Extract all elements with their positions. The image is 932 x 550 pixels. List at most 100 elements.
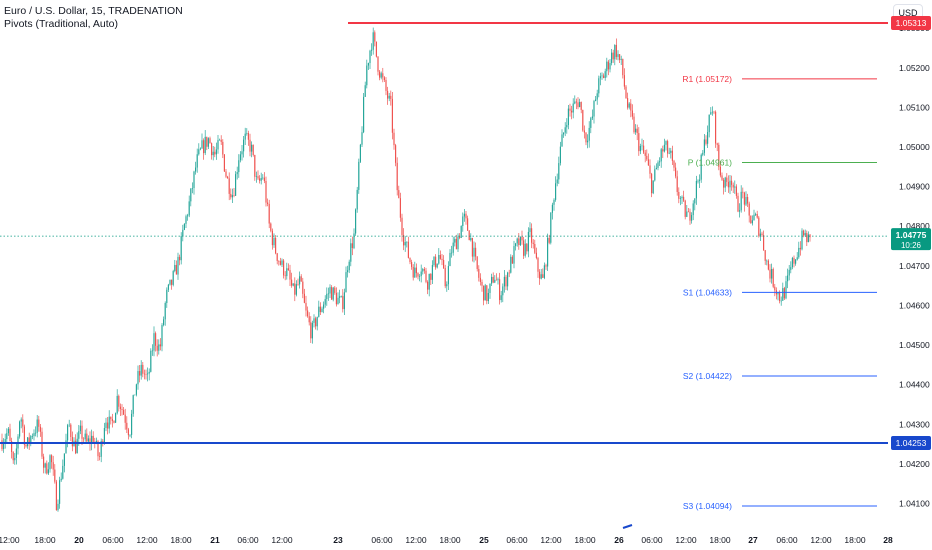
candle — [563, 132, 565, 138]
candle — [364, 81, 366, 97]
candle — [203, 138, 205, 160]
candle-body — [532, 242, 534, 245]
candle-body — [158, 344, 160, 351]
candle-body — [211, 143, 213, 156]
candle-body — [337, 297, 339, 305]
candle-body — [350, 243, 352, 262]
indicator-label[interactable]: Pivots (Traditional, Auto) — [4, 18, 118, 30]
candle — [124, 408, 126, 430]
candle — [766, 259, 768, 266]
candle-body — [739, 210, 741, 212]
candle — [305, 295, 307, 317]
candle-body — [12, 451, 14, 461]
candle-body — [23, 426, 25, 445]
candle-body — [684, 200, 686, 217]
price-tick-label: 1.05000 — [899, 142, 930, 152]
candle-body — [159, 344, 161, 347]
candle — [356, 186, 358, 213]
candle-body — [745, 196, 747, 205]
candle-body — [572, 103, 574, 113]
candle — [231, 188, 233, 203]
candle-body — [803, 230, 805, 236]
candle — [617, 50, 619, 61]
candle — [209, 136, 211, 144]
candle-body — [107, 422, 109, 429]
candle — [649, 159, 651, 179]
candle-body — [33, 433, 35, 437]
candle — [508, 269, 510, 278]
candle — [441, 254, 443, 266]
candle — [687, 208, 689, 213]
candle-body — [747, 196, 749, 204]
candle-body — [553, 199, 555, 205]
candle-body — [403, 234, 405, 246]
candle-body — [588, 127, 590, 141]
candle — [244, 127, 246, 146]
candle — [246, 128, 248, 136]
candle-body — [60, 478, 62, 481]
candle — [299, 271, 301, 289]
candle — [294, 277, 296, 302]
candle-body — [484, 285, 486, 301]
candle-body — [795, 259, 797, 264]
candle-body — [276, 253, 278, 261]
candle — [433, 256, 435, 267]
candle-body — [241, 151, 243, 155]
candle-body — [121, 408, 123, 410]
candle — [153, 326, 155, 357]
time-tick-label: 06:00 — [641, 535, 663, 545]
candle — [551, 202, 553, 220]
price-tick-label: 1.04900 — [899, 182, 930, 192]
candle-body — [481, 281, 483, 286]
candle-body — [753, 214, 755, 221]
candle — [167, 283, 169, 293]
candle — [132, 394, 134, 417]
candle-body — [71, 437, 73, 447]
time-tick-label: 23 — [333, 535, 343, 545]
candle-body — [655, 167, 657, 170]
candle-body — [131, 413, 133, 435]
candle — [14, 453, 16, 465]
candle-body — [275, 237, 277, 254]
candle-body — [571, 110, 573, 113]
candle-body — [284, 275, 286, 277]
candle — [380, 71, 382, 80]
candle-body — [25, 444, 27, 447]
candle-body — [190, 188, 192, 202]
candle — [126, 416, 128, 434]
candle — [537, 256, 539, 278]
candle-body — [67, 425, 69, 441]
candle-body — [95, 441, 97, 443]
candle — [414, 261, 416, 278]
candle-body — [659, 161, 661, 163]
candle — [35, 426, 37, 437]
candle — [230, 188, 232, 200]
candle — [158, 339, 160, 355]
candle-body — [316, 316, 318, 327]
candle — [438, 248, 440, 265]
candle — [118, 394, 120, 412]
candle-body — [518, 238, 520, 246]
candle-body — [143, 373, 145, 375]
candle-body — [777, 292, 779, 295]
candle — [54, 464, 56, 484]
candle — [340, 295, 342, 298]
candle-body — [519, 236, 521, 246]
candle — [543, 262, 545, 280]
candle-body — [751, 220, 753, 224]
candle — [566, 118, 568, 134]
candle-body — [436, 263, 438, 268]
candle-body — [807, 234, 809, 243]
drawing-fragment[interactable] — [622, 524, 633, 529]
candle-body — [806, 233, 808, 243]
candle — [671, 145, 673, 166]
candle-body — [191, 188, 193, 189]
candle-body — [625, 86, 627, 99]
candle-body — [438, 255, 440, 264]
candle-body — [100, 441, 102, 457]
candle-body — [380, 73, 382, 78]
candle — [196, 148, 198, 173]
candle-body — [679, 198, 681, 199]
candle-body — [723, 179, 725, 188]
